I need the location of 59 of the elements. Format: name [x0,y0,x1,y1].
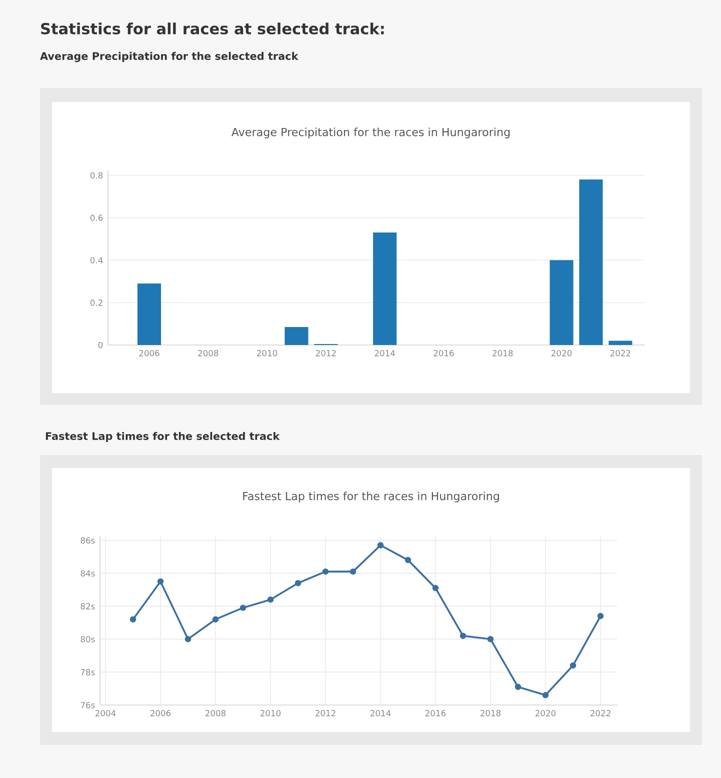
y-tick-label: 76s [80,702,95,708]
point [542,692,549,698]
bar [137,283,162,345]
bar [373,232,397,345]
y-tick-label: 82s [80,603,95,610]
bar [579,179,603,345]
x-tick-label: 2022 [610,350,630,356]
text: Fastest Lap times for the selected track [46,432,280,442]
chart-title: Average Precipitation for the races in Hungaroring [231,128,510,138]
y-tick-label: 0 [98,342,103,348]
x-tick-label: 2016 [426,710,446,716]
y-tick-label: 78s [80,669,95,676]
point [570,662,576,669]
x-tick-label: 2012 [316,710,336,716]
point [432,584,439,592]
point [184,636,192,642]
x-tick-label: 2016 [434,350,454,356]
point [322,568,329,575]
point [487,636,494,642]
y-tick-label: 0.2 [90,300,102,306]
x-tick-label: 2014 [374,350,395,356]
point [157,578,164,585]
text: Average Precipitation for the selected track [40,52,298,62]
y-tick-label: 0.8 [90,172,103,179]
x-tick-label: 2018 [492,350,513,356]
bar [608,340,632,345]
x-tick-label: 2006 [150,710,171,716]
point [267,596,274,603]
x-tick-label: 2018 [480,710,501,716]
point [404,556,412,564]
bar [550,260,574,345]
point [294,580,302,586]
x-tick-label: 2020 [552,350,572,356]
point [350,568,356,575]
point [597,612,604,620]
x-tick-label: 2008 [198,350,218,356]
x-tick-label: 2014 [370,710,391,716]
x-tick-label: 2008 [206,710,226,716]
bar [284,326,308,345]
point [240,604,246,611]
text: Statistics for all races at selected track: [41,22,384,34]
chart-title: Fastest Lap times for the races in Hungaroring [243,492,499,502]
x-tick-label: 2012 [316,350,336,356]
y-tick-label: 84s [80,570,95,577]
x-tick-label: 2022 [590,710,610,716]
x-tick-label: 2010 [257,350,278,356]
y-tick-label: 80s [80,636,95,642]
point [212,616,219,622]
x-tick-label: 2006 [139,350,160,356]
x-tick-label: 2020 [536,710,556,716]
y-tick-label: 0.6 [90,214,103,221]
point [377,542,384,548]
x-tick-label: 2004 [96,710,116,716]
y-tick-label: 86s [80,537,95,544]
point [460,632,466,639]
y-tick-label: 0.4 [90,257,103,264]
point [130,616,136,622]
x-tick-label: 2010 [260,710,281,716]
point [514,684,522,690]
